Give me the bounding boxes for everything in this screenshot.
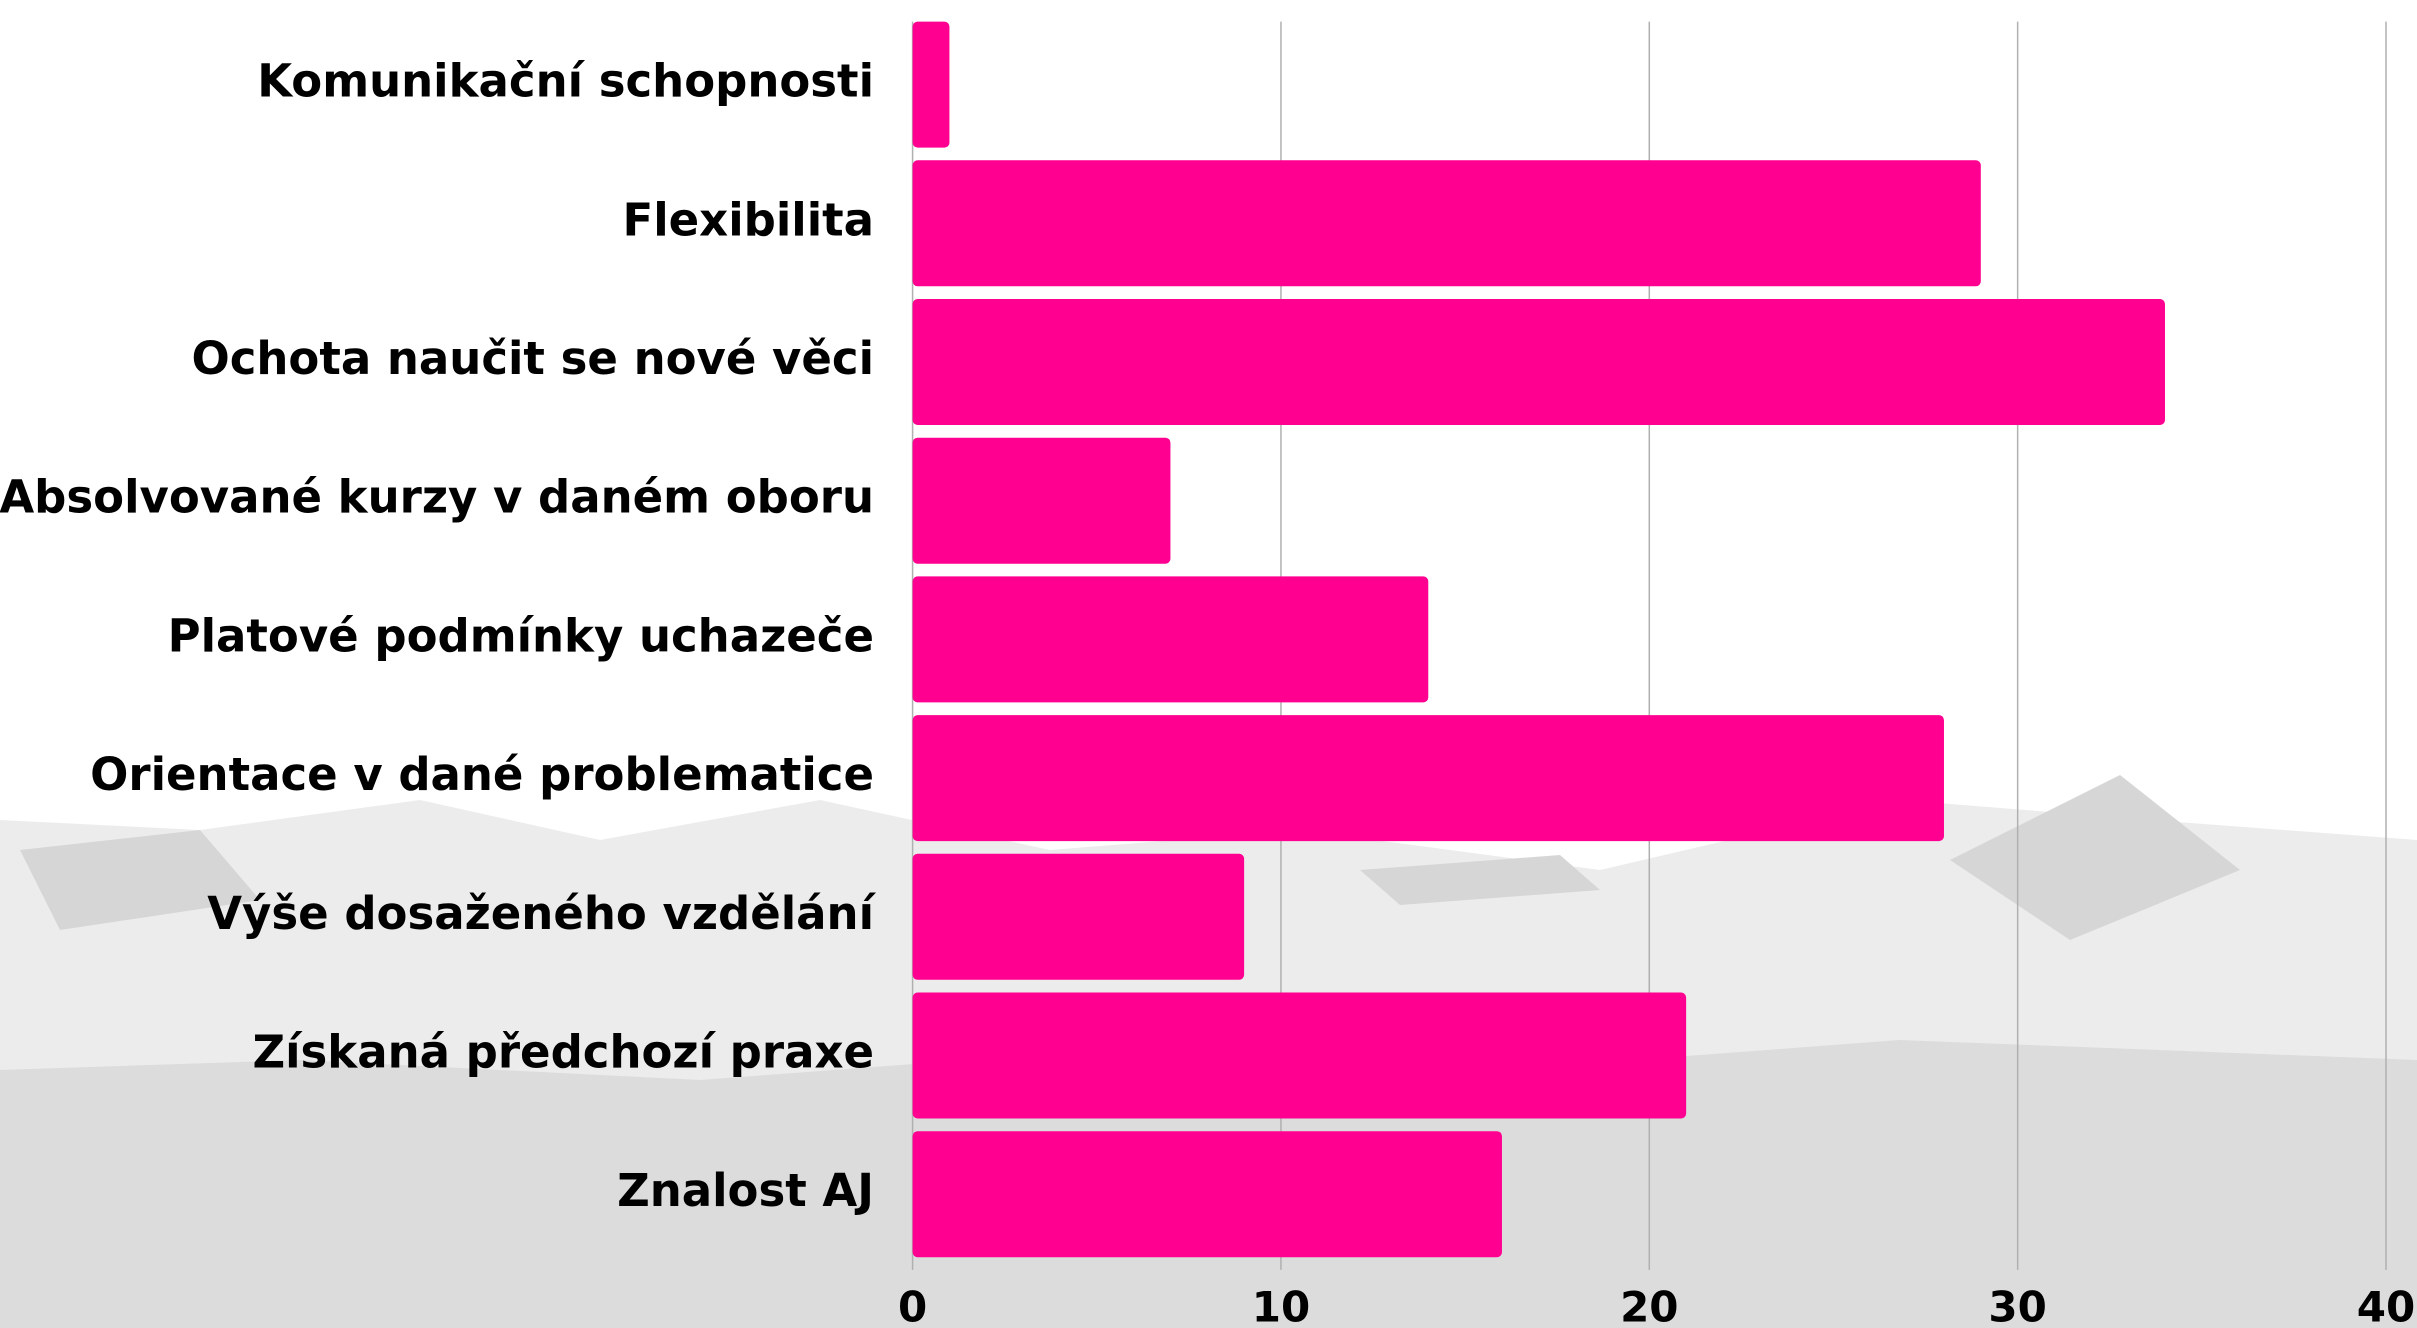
y-tick-label: Orientace v dané problematice: [90, 748, 874, 801]
x-tick-label: 20: [1620, 1283, 1678, 1328]
bar: [913, 993, 1687, 1119]
bar: [913, 438, 1171, 564]
y-tick-label: Komunikační schopnosti: [257, 55, 874, 108]
bar: [913, 1131, 1502, 1257]
y-tick-label: Absolvované kurzy v daném oboru: [0, 471, 874, 524]
chart: 0 10 20 30 40 Komunikační schopnosti Flexibili…: [0, 0, 2417, 1328]
x-tick-label: 30: [1988, 1283, 2046, 1328]
y-tick-label: Získaná předchozí praxe: [252, 1026, 874, 1079]
y-tick-label: Ochota naučit se nové věci: [191, 332, 874, 385]
bar: [913, 160, 1981, 286]
bar: [913, 22, 950, 148]
x-tick-label: 40: [2357, 1283, 2415, 1328]
bar: [913, 576, 1429, 702]
bar: [913, 854, 1245, 980]
y-tick-label: Flexibilita: [623, 193, 875, 246]
y-tick-label: Výše dosaženého vzdělání: [207, 887, 876, 940]
x-tick-label: 10: [1252, 1283, 1310, 1328]
y-tick-label: Platové podmínky uchazeče: [168, 609, 874, 662]
bar: [913, 299, 2165, 425]
bar: [913, 715, 1944, 841]
x-tick-label: 0: [898, 1283, 927, 1328]
y-tick-label: Znalost AJ: [617, 1164, 874, 1217]
